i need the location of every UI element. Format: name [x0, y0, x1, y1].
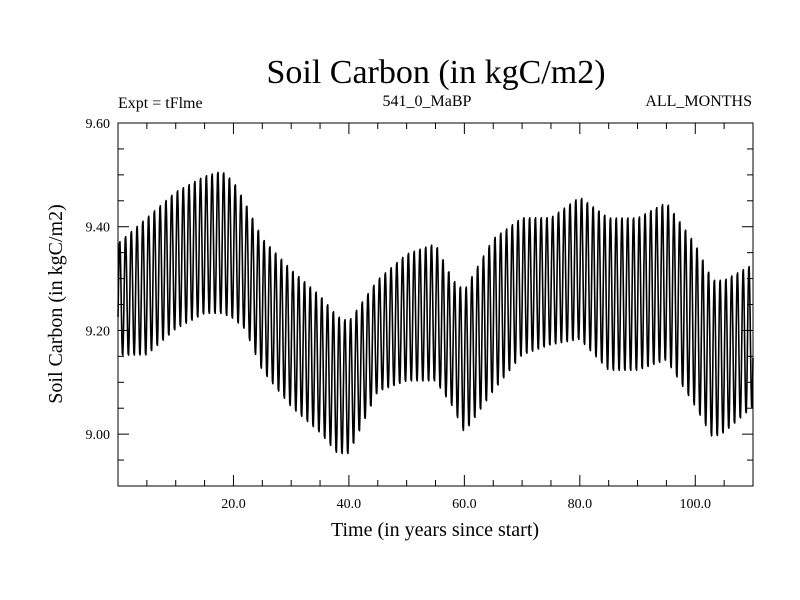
x-tick-label: 100.0 — [680, 497, 712, 512]
period-label: 541_0_MaBP — [383, 93, 472, 110]
x-tick-label: 20.0 — [221, 497, 246, 512]
months-label: ALL_MONTHS — [645, 93, 752, 110]
y-axis-label: Soil Carbon (in kgC/m2) — [45, 204, 67, 403]
series-line-0 — [117, 171, 754, 455]
y-tick-label: 9.60 — [86, 117, 111, 132]
experiment-label: Expt = tFlme — [118, 95, 203, 112]
y-tick-label: 9.40 — [86, 221, 111, 236]
axis-layer: 20.0 40.0 60.0 80.0 100.0 9.00 9.20 9.40 9.60 — [86, 117, 753, 512]
x-axis-label: Time (in years since start) — [331, 519, 539, 541]
x-tick-label: 40.0 — [337, 497, 362, 512]
plot-frame — [117, 122, 754, 487]
x-tick-label: 60.0 — [452, 497, 477, 512]
y-tick-label: 9.00 — [86, 428, 111, 443]
x-tick-label: 80.0 — [568, 497, 593, 512]
y-tick-label: 9.20 — [86, 324, 111, 339]
chart-title: Soil Carbon (in kgC/m2) — [266, 54, 605, 91]
series-layer — [117, 171, 754, 455]
